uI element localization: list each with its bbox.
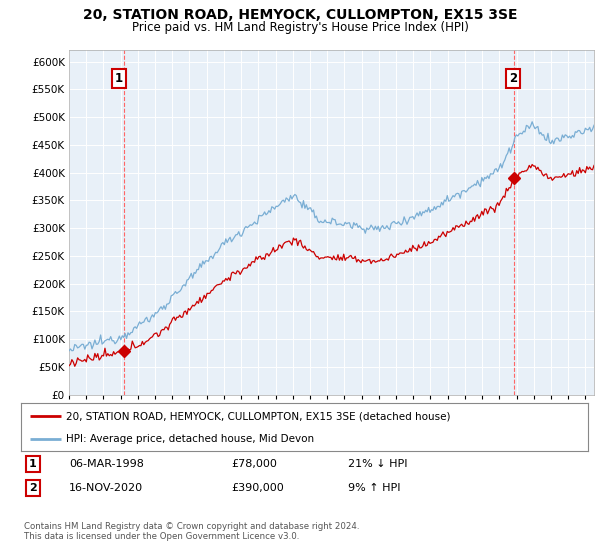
- Text: 06-MAR-1998: 06-MAR-1998: [69, 459, 144, 469]
- Text: Price paid vs. HM Land Registry's House Price Index (HPI): Price paid vs. HM Land Registry's House …: [131, 21, 469, 34]
- Text: £78,000: £78,000: [231, 459, 277, 469]
- Text: 20, STATION ROAD, HEMYOCK, CULLOMPTON, EX15 3SE: 20, STATION ROAD, HEMYOCK, CULLOMPTON, E…: [83, 8, 517, 22]
- Text: 9% ↑ HPI: 9% ↑ HPI: [348, 483, 401, 493]
- Text: Contains HM Land Registry data © Crown copyright and database right 2024.
This d: Contains HM Land Registry data © Crown c…: [24, 522, 359, 542]
- Text: £390,000: £390,000: [231, 483, 284, 493]
- Text: 2: 2: [29, 483, 37, 493]
- Text: HPI: Average price, detached house, Mid Devon: HPI: Average price, detached house, Mid …: [67, 434, 314, 444]
- Text: 1: 1: [115, 72, 122, 85]
- Text: 2: 2: [509, 72, 517, 85]
- Text: 1: 1: [29, 459, 37, 469]
- Text: 16-NOV-2020: 16-NOV-2020: [69, 483, 143, 493]
- Text: 20, STATION ROAD, HEMYOCK, CULLOMPTON, EX15 3SE (detached house): 20, STATION ROAD, HEMYOCK, CULLOMPTON, E…: [67, 411, 451, 421]
- Text: 21% ↓ HPI: 21% ↓ HPI: [348, 459, 407, 469]
